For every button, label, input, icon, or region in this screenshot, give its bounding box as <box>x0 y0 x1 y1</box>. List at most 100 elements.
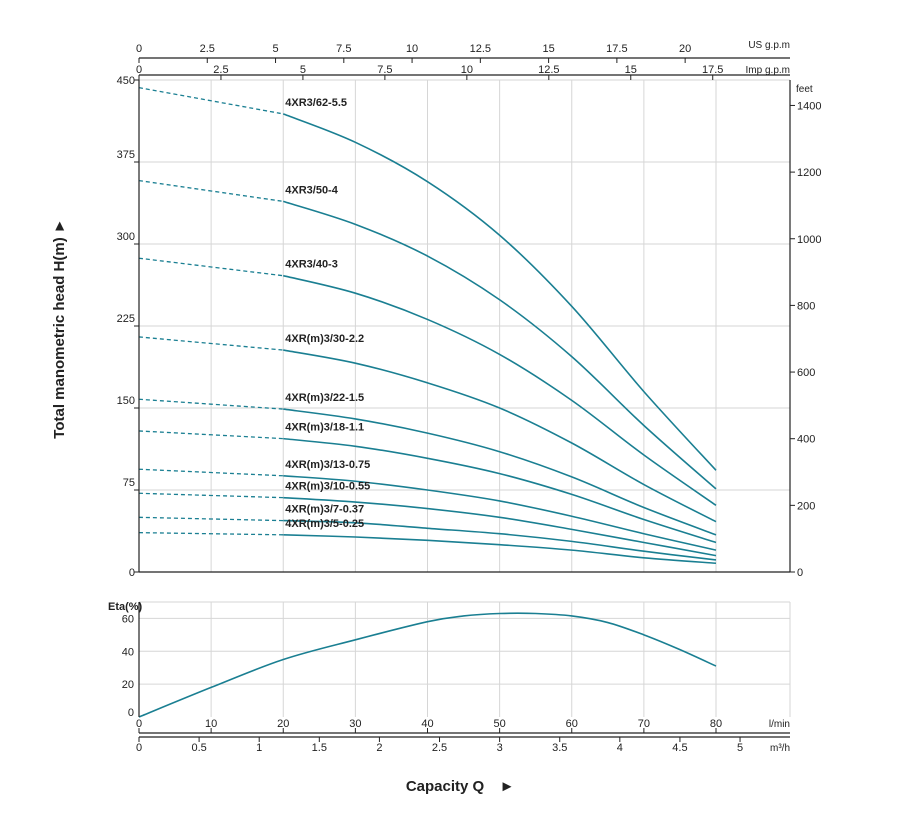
us-gpm-unit-label: US g.p.m <box>748 40 790 51</box>
lmin-tick-label: 0 <box>136 718 142 730</box>
eta-curve <box>138 612 717 718</box>
y-axis-title: Total manometric head H(m) <box>51 237 68 438</box>
feet-tick-label: 0 <box>797 567 803 579</box>
head-curve-dashed <box>138 336 284 351</box>
lmin-tick-label: 10 <box>205 718 217 730</box>
eta-curves <box>138 612 717 718</box>
head-curve-dashed <box>138 179 284 203</box>
imp-gpm-tick-label: 5 <box>300 64 306 76</box>
curve-label: 4XR(m)3/5-0.25 <box>285 518 364 530</box>
head-y-tick-label: 150 <box>117 395 135 407</box>
eta-chart-grid <box>139 601 791 717</box>
imp-gpm-tick-label: 12.5 <box>538 64 559 76</box>
head-curve <box>283 437 717 544</box>
head-curve-dashed <box>138 516 284 522</box>
lmin-tick-label: 60 <box>566 718 578 730</box>
eta-y-tick-label: 20 <box>122 679 134 691</box>
labels: 4XR3/62-5.5 4XR3/50-4 4XR3/40-3 4XR(m)3/30-… <box>285 97 370 530</box>
head-curves <box>138 87 717 565</box>
m3h-tick-label: 0 <box>136 742 142 754</box>
m3h-tick-label: 1.5 <box>312 742 327 754</box>
feet-unit-label: feet <box>796 84 813 95</box>
feet-tick-label: 1000 <box>797 234 821 246</box>
imp-gpm-tick-label: 10 <box>461 64 473 76</box>
head-curve-dashed <box>138 398 284 410</box>
lmin-tick-label: 80 <box>710 718 722 730</box>
head-y-tick-label: 0 <box>129 567 135 579</box>
us-gpm-tick-label: 17.5 <box>606 43 627 55</box>
head-y-tick-label: 300 <box>117 231 135 243</box>
imp-gpm-unit-label: Imp g.p.m <box>746 65 790 76</box>
lmin-unit-label: l/min <box>769 719 790 730</box>
feet-tick-label: 600 <box>797 367 815 379</box>
feet-tick-label: 1200 <box>797 167 821 179</box>
us-gpm-tick-label: 20 <box>679 43 691 55</box>
m3h-tick-label: 2.5 <box>432 742 447 754</box>
x-axis-title-arrow: ► <box>500 778 515 795</box>
head-curve-dashed <box>138 87 284 115</box>
us-gpm-tick-label: 15 <box>542 43 554 55</box>
m3h-tick-label: 1 <box>256 742 262 754</box>
eta-y-tick-label: 40 <box>122 646 134 658</box>
head-curve <box>283 349 717 523</box>
head-curve-dashed <box>138 430 284 440</box>
y-axis-title-arrow: ► <box>51 219 68 234</box>
m3h-tick-label: 0.5 <box>191 742 206 754</box>
head-curve-dashed <box>138 468 284 477</box>
head-curve-dashed <box>138 531 284 536</box>
curve-label: 4XR3/62-5.5 <box>285 97 347 109</box>
head-curve <box>283 408 717 536</box>
m3h-tick-label: 3.5 <box>552 742 567 754</box>
us-gpm-tick-label: 0 <box>136 43 142 55</box>
curve-label: 4XR(m)3/7-0.37 <box>285 504 364 516</box>
head-curve-dashed <box>138 257 284 277</box>
curve-label: 4XR(m)3/18-1.1 <box>285 422 364 434</box>
head-y-tick-label: 375 <box>117 149 135 161</box>
imp-gpm-tick-label: 7.5 <box>377 64 392 76</box>
axes: 0751502253003754500200400600800100012001… <box>117 40 822 754</box>
head-curve <box>283 200 717 490</box>
curve-label: 4XR3/40-3 <box>285 259 338 271</box>
head-y-tick-label: 450 <box>117 75 135 87</box>
us-gpm-tick-label: 12.5 <box>470 43 491 55</box>
eta-y-tick-label: 0 <box>128 707 134 719</box>
m3h-unit-label: m³/h <box>770 743 790 754</box>
imp-gpm-tick-label: 2.5 <box>213 64 228 76</box>
eta-y-tick-label: 60 <box>122 613 134 625</box>
curve-label: 4XR(m)3/13-0.75 <box>285 459 370 471</box>
feet-tick-label: 1400 <box>797 100 821 112</box>
curve-label: 4XR3/50-4 <box>285 184 338 196</box>
m3h-tick-label: 4.5 <box>672 742 687 754</box>
imp-gpm-tick-label: 15 <box>625 64 637 76</box>
us-gpm-tick-label: 7.5 <box>336 43 351 55</box>
imp-gpm-tick-label: 17.5 <box>702 64 723 76</box>
curve-label: 4XR(m)3/10-0.55 <box>285 481 370 493</box>
head-y-tick-label: 75 <box>123 477 135 489</box>
imp-gpm-tick-label: 0 <box>136 64 142 76</box>
head-curve <box>282 113 717 471</box>
feet-tick-label: 200 <box>797 500 815 512</box>
us-gpm-tick-label: 5 <box>272 43 278 55</box>
lmin-tick-label: 30 <box>349 718 361 730</box>
head-chart-grid <box>139 79 790 572</box>
head-curve-dashed <box>138 492 284 499</box>
m3h-tick-label: 2 <box>376 742 382 754</box>
head-curve <box>283 534 717 565</box>
us-gpm-tick-label: 2.5 <box>200 43 215 55</box>
lmin-tick-label: 50 <box>494 718 506 730</box>
head-curve <box>283 519 717 561</box>
lmin-tick-label: 20 <box>277 718 289 730</box>
head-curve <box>283 496 717 557</box>
eta-axis-title: Eta(%) <box>108 601 143 613</box>
curve-label: 4XR(m)3/22-1.5 <box>285 392 364 404</box>
head-curve <box>283 274 717 506</box>
lmin-tick-label: 70 <box>638 718 650 730</box>
feet-tick-label: 800 <box>797 300 815 312</box>
curve-label: 4XR(m)3/30-2.2 <box>285 333 364 345</box>
head-curve <box>283 474 717 551</box>
m3h-tick-label: 3 <box>497 742 503 754</box>
us-gpm-tick-label: 10 <box>406 43 418 55</box>
lmin-tick-label: 40 <box>421 718 433 730</box>
m3h-tick-label: 5 <box>737 742 743 754</box>
